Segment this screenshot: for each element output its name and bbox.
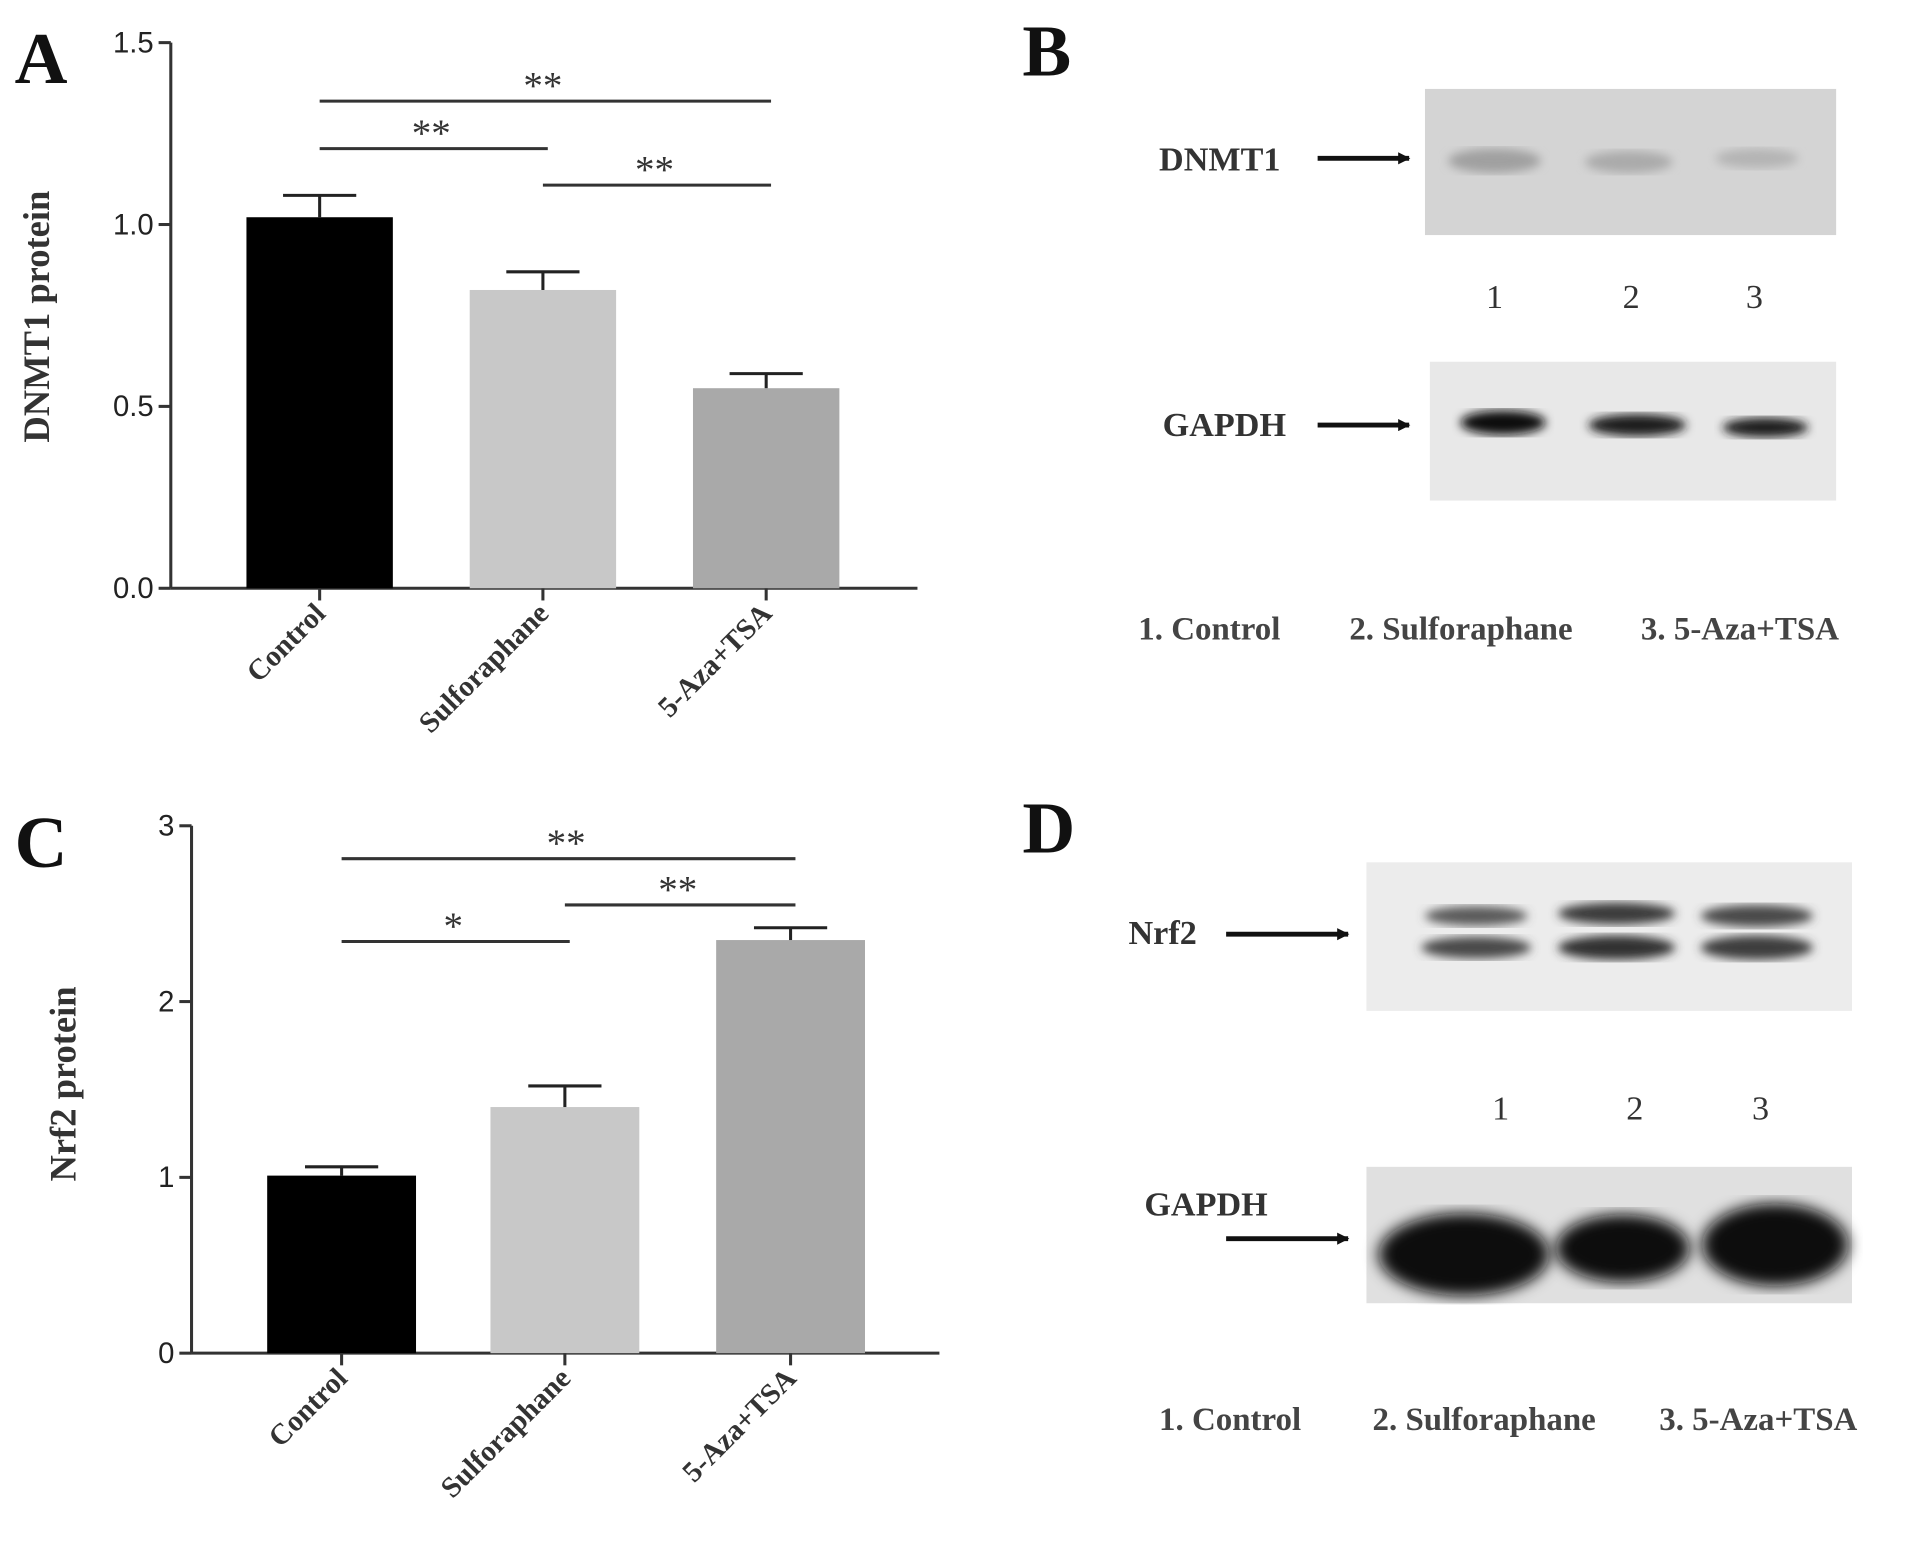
bar [692,388,840,589]
significance-label: ** [412,112,451,155]
lane-legend: 3. 5-Aza+TSA [1641,611,1839,647]
lane-number: 3 [1752,1090,1769,1127]
y-tick-label: 1 [158,1162,174,1194]
significance-label: ** [523,65,562,108]
band-label: GAPDH [1163,407,1286,444]
y-axis-label: DNMT1 protein [16,191,57,443]
y-tick-label: 2 [158,986,174,1018]
panel-label: A [15,18,68,99]
significance-label: * [443,905,463,948]
lane-number: 2 [1626,1090,1643,1127]
significance-label: ** [547,822,586,865]
bar [246,217,393,589]
bar [267,1175,417,1354]
blot-d-images [1226,862,1852,1304]
lane-legend: 2. Sulforaphane [1373,1402,1596,1438]
band-label: DNMT1 [1159,142,1280,179]
band-label: GAPDH [1144,1187,1267,1224]
bar [490,1107,640,1354]
x-tick-label: 5-Aza+TSA [676,1362,802,1488]
y-tick-label: 0.5 [113,391,154,423]
y-tick-label: 3 [158,811,174,843]
lane-number: 2 [1623,279,1640,316]
lane-number: 3 [1746,279,1763,316]
y-tick-label: 0.0 [113,573,154,605]
x-tick-label: Sulforaphane [413,597,555,739]
y-tick-label: 1.0 [113,209,154,241]
y-tick-label: 1.5 [113,27,154,59]
bar [716,940,865,1354]
band-label: Nrf2 [1129,915,1197,952]
x-tick-label: 5-Aza+TSA [652,597,778,723]
lane-number: 1 [1486,279,1503,316]
y-axis-label: Nrf2 protein [43,986,84,1181]
x-tick-label: Control [241,597,332,688]
significance-label: ** [658,869,697,912]
lane-legend: 2. Sulforaphane [1349,611,1572,647]
x-tick-label: Sulforaphane [435,1362,577,1504]
panel-label: C [15,802,68,883]
x-tick-label: Control [263,1362,354,1453]
lane-legend: 1. Control [1138,611,1280,647]
panel-label: B [1022,11,1071,92]
blot-b-images [1317,88,1837,501]
lane-legend: 3. 5-Aza+TSA [1659,1402,1857,1438]
y-tick-label: 0 [158,1338,174,1370]
significance-label: ** [635,149,674,192]
lane-legend: 1. Control [1159,1402,1301,1438]
panel-label: D [1022,788,1075,869]
lane-number: 1 [1492,1090,1509,1127]
bar [469,289,617,589]
